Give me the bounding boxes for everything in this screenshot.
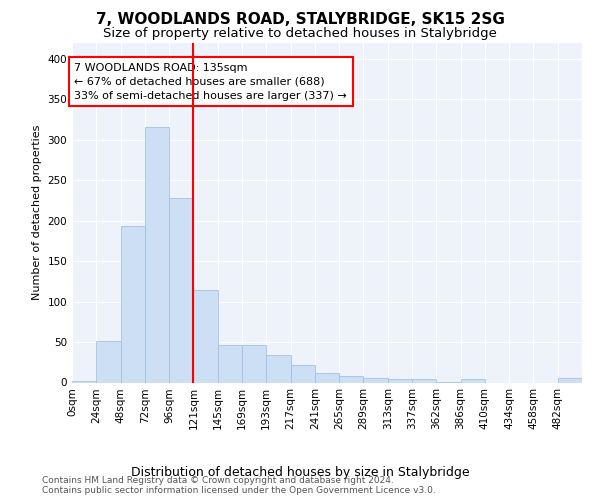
Bar	[364, 378, 388, 382]
Text: Distribution of detached houses by size in Stalybridge: Distribution of detached houses by size …	[131, 466, 469, 479]
Bar	[461, 380, 485, 382]
Bar	[169, 198, 193, 382]
Bar	[412, 380, 436, 382]
Text: Size of property relative to detached houses in Stalybridge: Size of property relative to detached ho…	[103, 28, 497, 40]
Bar	[145, 128, 169, 382]
Bar	[266, 355, 290, 382]
Y-axis label: Number of detached properties: Number of detached properties	[32, 125, 42, 300]
Bar	[315, 373, 339, 382]
Bar	[290, 364, 315, 382]
Text: Contains HM Land Registry data © Crown copyright and database right 2024.
Contai: Contains HM Land Registry data © Crown c…	[42, 476, 436, 495]
Bar	[121, 226, 145, 382]
Bar	[388, 380, 412, 382]
Bar	[96, 341, 121, 382]
Bar	[558, 378, 582, 382]
Bar	[339, 376, 364, 382]
Text: 7 WOODLANDS ROAD: 135sqm
← 67% of detached houses are smaller (688)
33% of semi-: 7 WOODLANDS ROAD: 135sqm ← 67% of detach…	[74, 62, 347, 100]
Bar	[193, 290, 218, 382]
Bar	[242, 346, 266, 383]
Bar	[72, 381, 96, 382]
Bar	[218, 346, 242, 383]
Text: 7, WOODLANDS ROAD, STALYBRIDGE, SK15 2SG: 7, WOODLANDS ROAD, STALYBRIDGE, SK15 2SG	[95, 12, 505, 28]
